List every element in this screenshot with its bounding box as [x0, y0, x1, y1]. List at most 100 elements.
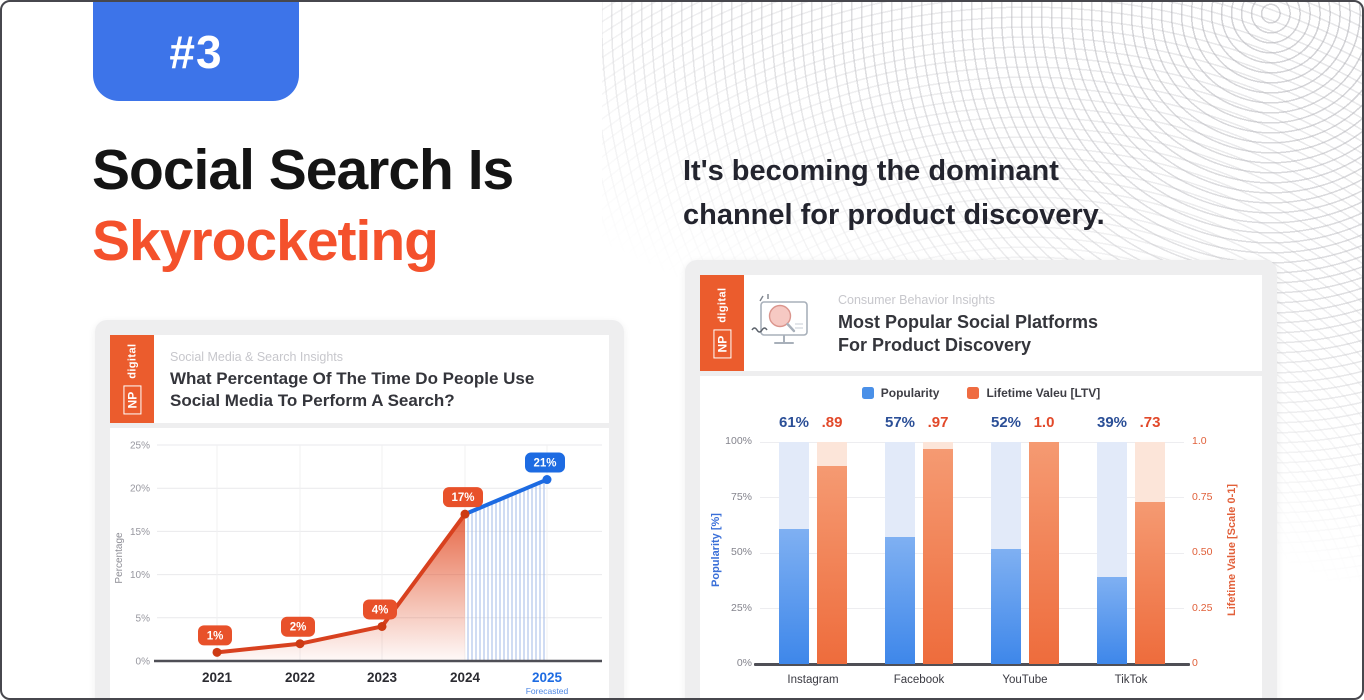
category-label: TikTok: [1114, 674, 1148, 686]
data-label-chip: [363, 599, 397, 620]
left-tick-label: 50%: [730, 546, 752, 558]
data-label-text: 4%: [372, 604, 389, 616]
data-label-text: 2%: [290, 622, 307, 634]
np-logo-mark: NP: [123, 385, 141, 415]
x-tick-label: 2023: [367, 670, 398, 685]
bar-chart-title-line2: For Product Discovery: [838, 335, 1032, 355]
y-tick-label: 25%: [130, 441, 150, 452]
data-label-text: 21%: [533, 458, 556, 470]
bar-chart-card-header: NP digital Consum: [700, 275, 1262, 371]
bar-popularity-tiktok: [1097, 577, 1127, 664]
category-label: YouTube: [1002, 674, 1048, 686]
line-chart-title-line1: What Percentage Of The Time Do People Us…: [170, 368, 535, 388]
legend-item-popularity: Popularity: [861, 386, 940, 400]
right-tick-label: 0.75: [1192, 490, 1213, 503]
rank-badge-label: #3: [169, 25, 223, 78]
x-tick-label: 2022: [285, 670, 315, 685]
np-logo-word: digital: [716, 287, 728, 323]
bar-chart-card-titles: Consumer Behavior Insights Most Popular …: [822, 275, 1108, 371]
bar-chart-card: NP digital Consum: [685, 260, 1277, 698]
bar-popularity-instagram: [779, 528, 809, 664]
x-tick-label: 2024: [450, 670, 481, 685]
y-axis-title: Percentage: [114, 532, 125, 584]
right-tick-label: 1.0: [1192, 435, 1207, 447]
left-tick-label: 25%: [730, 601, 752, 614]
value-label-ltv: .97: [927, 414, 949, 431]
data-point: [295, 639, 305, 649]
x-axis-line: [754, 663, 1190, 666]
np-logo-mark: NP: [713, 329, 731, 359]
line-chart-eyebrow: Social Media & Search Insights: [170, 349, 344, 364]
bar-chart-title: Most Popular Social Platforms For Produc…: [838, 311, 1098, 358]
legend-swatch-blue: [861, 387, 874, 399]
grid-line-h: [760, 441, 1184, 443]
forecast-note: Forecasted: [526, 686, 569, 696]
data-label-chip: [443, 487, 483, 508]
np-digital-logo: NP digital: [110, 335, 154, 423]
x-tick-label: 2021: [202, 670, 233, 685]
np-digital-logo-text: NP digital: [713, 288, 731, 359]
data-point: [212, 647, 222, 657]
right-tick-label: 0.25: [1192, 601, 1213, 614]
bar-ltv-youtube: [1029, 442, 1059, 664]
line-chart-card-titles: Social Media & Search Insights What Perc…: [154, 335, 544, 423]
page-title: Social Search Is Skyrocketing: [92, 135, 514, 276]
actual-line: [215, 512, 467, 655]
line-chart-card-header: NP digital Social Media & Search Insight…: [110, 335, 609, 423]
value-label-ltv: 1.0: [1033, 414, 1055, 431]
line-chart-card: NP digital Social Media & Search Insight…: [95, 320, 624, 698]
left-tick-label: 100%: [725, 435, 752, 447]
line-chart-title: What Percentage Of The Time Do People Us…: [170, 368, 534, 412]
monitor-magnifier-illustration: [744, 275, 822, 371]
category-label: Facebook: [893, 674, 945, 686]
category-label: Instagram: [787, 674, 839, 686]
forecast-area-hatch: [465, 479, 547, 661]
bar-ltv-tiktok: [1135, 501, 1165, 664]
page-subtitle-line2: channel for product discovery.: [683, 198, 1105, 231]
legend-label-ltv: Lifetime Valeu [LTV]: [986, 386, 1101, 400]
value-label-popularity: 52%: [990, 414, 1022, 431]
legend-label-popularity: Popularity: [880, 386, 940, 400]
monitor-magnifier-icon: [751, 294, 808, 344]
data-point: [542, 475, 552, 485]
y-tick-label: 0%: [136, 657, 151, 668]
page-title-line1: Social Search Is: [92, 138, 514, 202]
value-label-popularity: 39%: [1096, 414, 1128, 431]
line-chart: 0% 5% 10% 15% 20% 25% 1% 2% 4% 17% 21% 2021 2022 2023…: [114, 441, 602, 696]
bar-ltv-instagram: [817, 466, 847, 664]
actual-area-fill: [217, 514, 465, 661]
legend-item-ltv: Lifetime Valeu [LTV]: [967, 386, 1100, 400]
np-digital-logo: NP digital: [700, 275, 744, 371]
y-tick-label: 10%: [130, 570, 150, 581]
data-point: [460, 509, 470, 519]
bar-chart-title-line1: Most Popular Social Platforms: [838, 311, 1099, 332]
value-label-ltv: .73: [1139, 414, 1161, 431]
grid-line-h: [760, 552, 1184, 554]
bar-popularity-facebook: [885, 537, 915, 664]
data-label-chip: [281, 616, 315, 637]
forecast-line: [463, 477, 549, 517]
right-tick-label: 0: [1192, 657, 1198, 669]
left-tick-label: 0%: [736, 657, 752, 669]
value-label-ltv: .89: [821, 414, 843, 431]
grid-line-h: [760, 497, 1184, 498]
page-subtitle-line1: It's becoming the dominant: [683, 155, 1059, 187]
bar-chart-eyebrow: Consumer Behavior Insights: [838, 292, 996, 307]
data-label-chip: [525, 452, 565, 473]
chart-legend: Popularity Lifetime Valeu [LTV]: [700, 386, 1262, 400]
bar-chart-panel: Popularity Lifetime Valeu [LTV] Populari…: [700, 376, 1262, 698]
legend-swatch-orange: [967, 387, 980, 399]
data-label-text: 1%: [207, 630, 224, 642]
value-label-popularity: 61%: [778, 414, 810, 431]
y-tick-label: 15%: [130, 527, 150, 538]
data-label-text: 17%: [451, 492, 474, 504]
line-chart-panel: 0% 5% 10% 15% 20% 25% 1% 2% 4% 17% 21% 2021 2022 2023…: [110, 428, 609, 698]
y-tick-label: 5%: [136, 613, 151, 624]
bar-ltv-facebook: [923, 448, 953, 664]
bar-chart: Popularity Lifetime Valeu [LTV] Populari…: [700, 376, 1262, 698]
line-chart-title-line2: Social Media To Perform A Search?: [170, 391, 455, 410]
np-digital-logo-text: NP digital: [123, 344, 141, 415]
np-logo-word: digital: [126, 343, 138, 379]
left-tick-label: 75%: [730, 490, 752, 503]
